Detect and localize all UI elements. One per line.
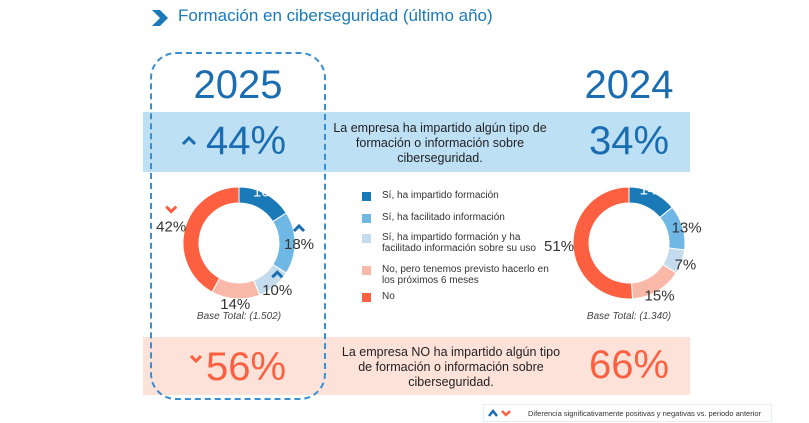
legend-item: No, pero tenemos previsto hacerlo en los… — [362, 264, 562, 291]
up-arrow-icon — [182, 135, 196, 145]
donut-label: 14% — [640, 182, 670, 199]
legend-label: No — [382, 291, 395, 302]
up-arrow-icon — [292, 223, 306, 233]
donut-label: 13% — [672, 219, 702, 236]
donut-label: 42% — [156, 219, 186, 236]
donut-slice — [182, 186, 240, 293]
down-arrow-icon — [190, 355, 202, 364]
footnote: Diferencia significativamente positivas … — [483, 404, 772, 422]
donut-label: 7% — [675, 256, 697, 273]
legend-swatch — [362, 214, 371, 223]
legend-item: Sí, ha facilitado información — [362, 212, 562, 232]
no-impartido-2024-value: 66% — [588, 343, 670, 387]
no-impartido-2025-value: 56% — [205, 345, 287, 389]
legend-item: Sí, ha impartido formación — [362, 190, 562, 212]
legend-swatch — [362, 293, 371, 302]
donut-label: 51% — [544, 238, 574, 255]
page-title: Formación en ciberseguridad (último año) — [178, 6, 493, 25]
impartido-label: La empresa ha impartido algún tipo de fo… — [333, 121, 547, 165]
year-2025: 2025 — [193, 63, 283, 107]
legend-label: Sí, ha impartido formación — [382, 190, 499, 201]
legend-item: No — [362, 291, 562, 302]
legend-swatch — [362, 234, 371, 243]
legend-swatch — [362, 266, 371, 275]
legend-label: Sí, ha facilitado información — [382, 212, 505, 223]
legend: Sí, ha impartido formación Sí, ha facili… — [362, 190, 562, 302]
impartido-2024-value: 34% — [588, 119, 670, 163]
impartido-2025-value: 44% — [205, 119, 287, 163]
legend-item: Sí, ha impartido formación y ha facilita… — [362, 232, 562, 264]
legend-swatch — [362, 192, 371, 201]
year-2024: 2024 — [584, 63, 674, 107]
highlight-2025-frame — [150, 52, 326, 400]
legend-label: Sí, ha impartido formación y ha facilita… — [382, 232, 536, 254]
donut-label: 16% — [253, 183, 283, 200]
up-arrow-icon — [271, 270, 284, 279]
donut-label: 18% — [284, 236, 314, 253]
footnote-text: Diferencia significativamente positivas … — [528, 408, 762, 418]
legend-label: No, pero tenemos previsto hacerlo en los… — [382, 264, 549, 286]
chevron-right-icon — [152, 10, 168, 26]
donut-label: 15% — [645, 288, 675, 305]
base-2025: Base Total: (1.502) — [196, 311, 282, 322]
donut-slice — [572, 186, 634, 300]
no-impartido-label: La empresa NO ha impartido algún tipo de… — [341, 345, 561, 389]
base-2024: Base Total: (1.340) — [586, 311, 672, 322]
impartido-band — [143, 112, 690, 172]
significance-arrows-icon — [488, 408, 511, 417]
down-arrow-icon — [165, 205, 178, 214]
donut-label: 14% — [220, 296, 250, 313]
donut-label: 10% — [262, 282, 292, 299]
no-impartido-band — [143, 337, 690, 395]
